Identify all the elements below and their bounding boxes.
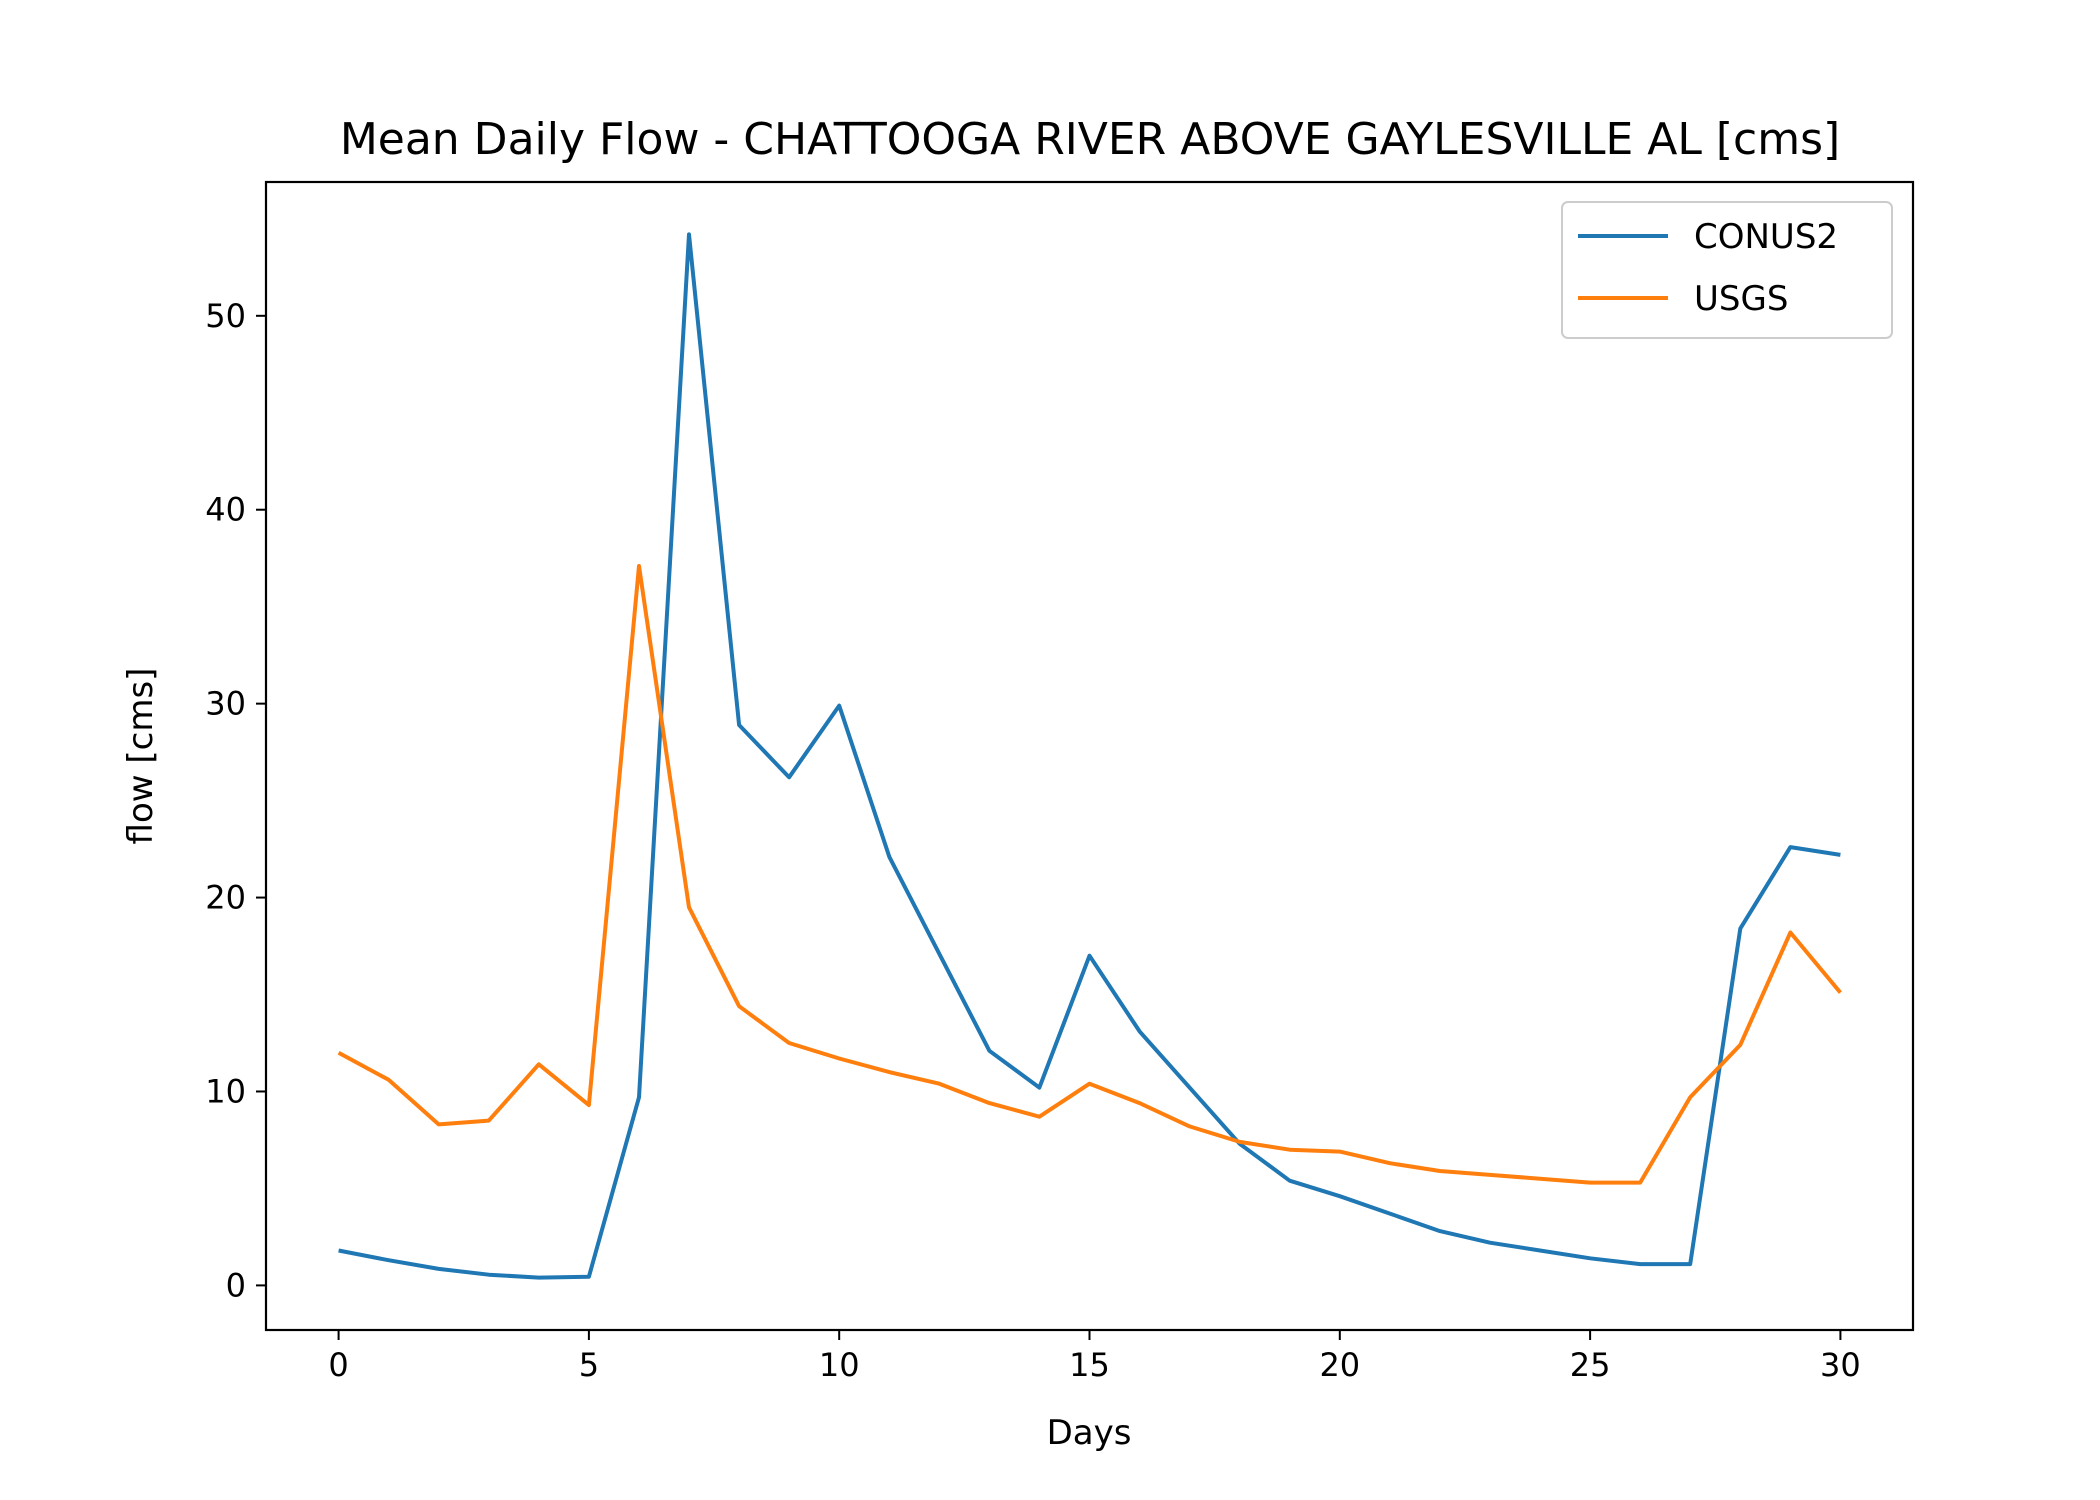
series-line-conus2 [338,232,1841,1280]
x-tick-label: 20 [1319,1346,1360,1384]
x-tick-label: 0 [328,1346,348,1384]
x-axis: 0 5 10 15 20 25 30 [328,1330,1861,1384]
y-axis: 0 10 20 30 40 50 [205,297,266,1304]
x-axis-label: Days [1047,1413,1132,1453]
series-line-usgs [337,564,1842,1185]
x-tick-label: 25 [1570,1346,1611,1384]
x-tick-label: 30 [1820,1346,1861,1384]
legend-label-usgs: USGS [1694,279,1788,319]
x-tick-label: 5 [579,1346,599,1384]
y-tick-label: 50 [205,297,246,335]
plot-area [337,232,1842,1280]
legend: CONUS2 USGS [1561,201,1893,339]
y-tick-label: 30 [205,685,246,723]
y-tick-label: 20 [205,879,246,917]
y-tick-label: 0 [226,1266,246,1304]
y-axis-label: flow [cms] [121,668,161,845]
x-tick-label: 10 [819,1346,860,1384]
y-tick-label: 40 [205,491,246,529]
chart-title: Mean Daily Flow - CHATTOOGA RIVER ABOVE … [340,114,1840,165]
x-tick-label: 15 [1069,1346,1110,1384]
legend-label-conus2: CONUS2 [1694,217,1838,257]
y-tick-label: 10 [205,1072,246,1110]
